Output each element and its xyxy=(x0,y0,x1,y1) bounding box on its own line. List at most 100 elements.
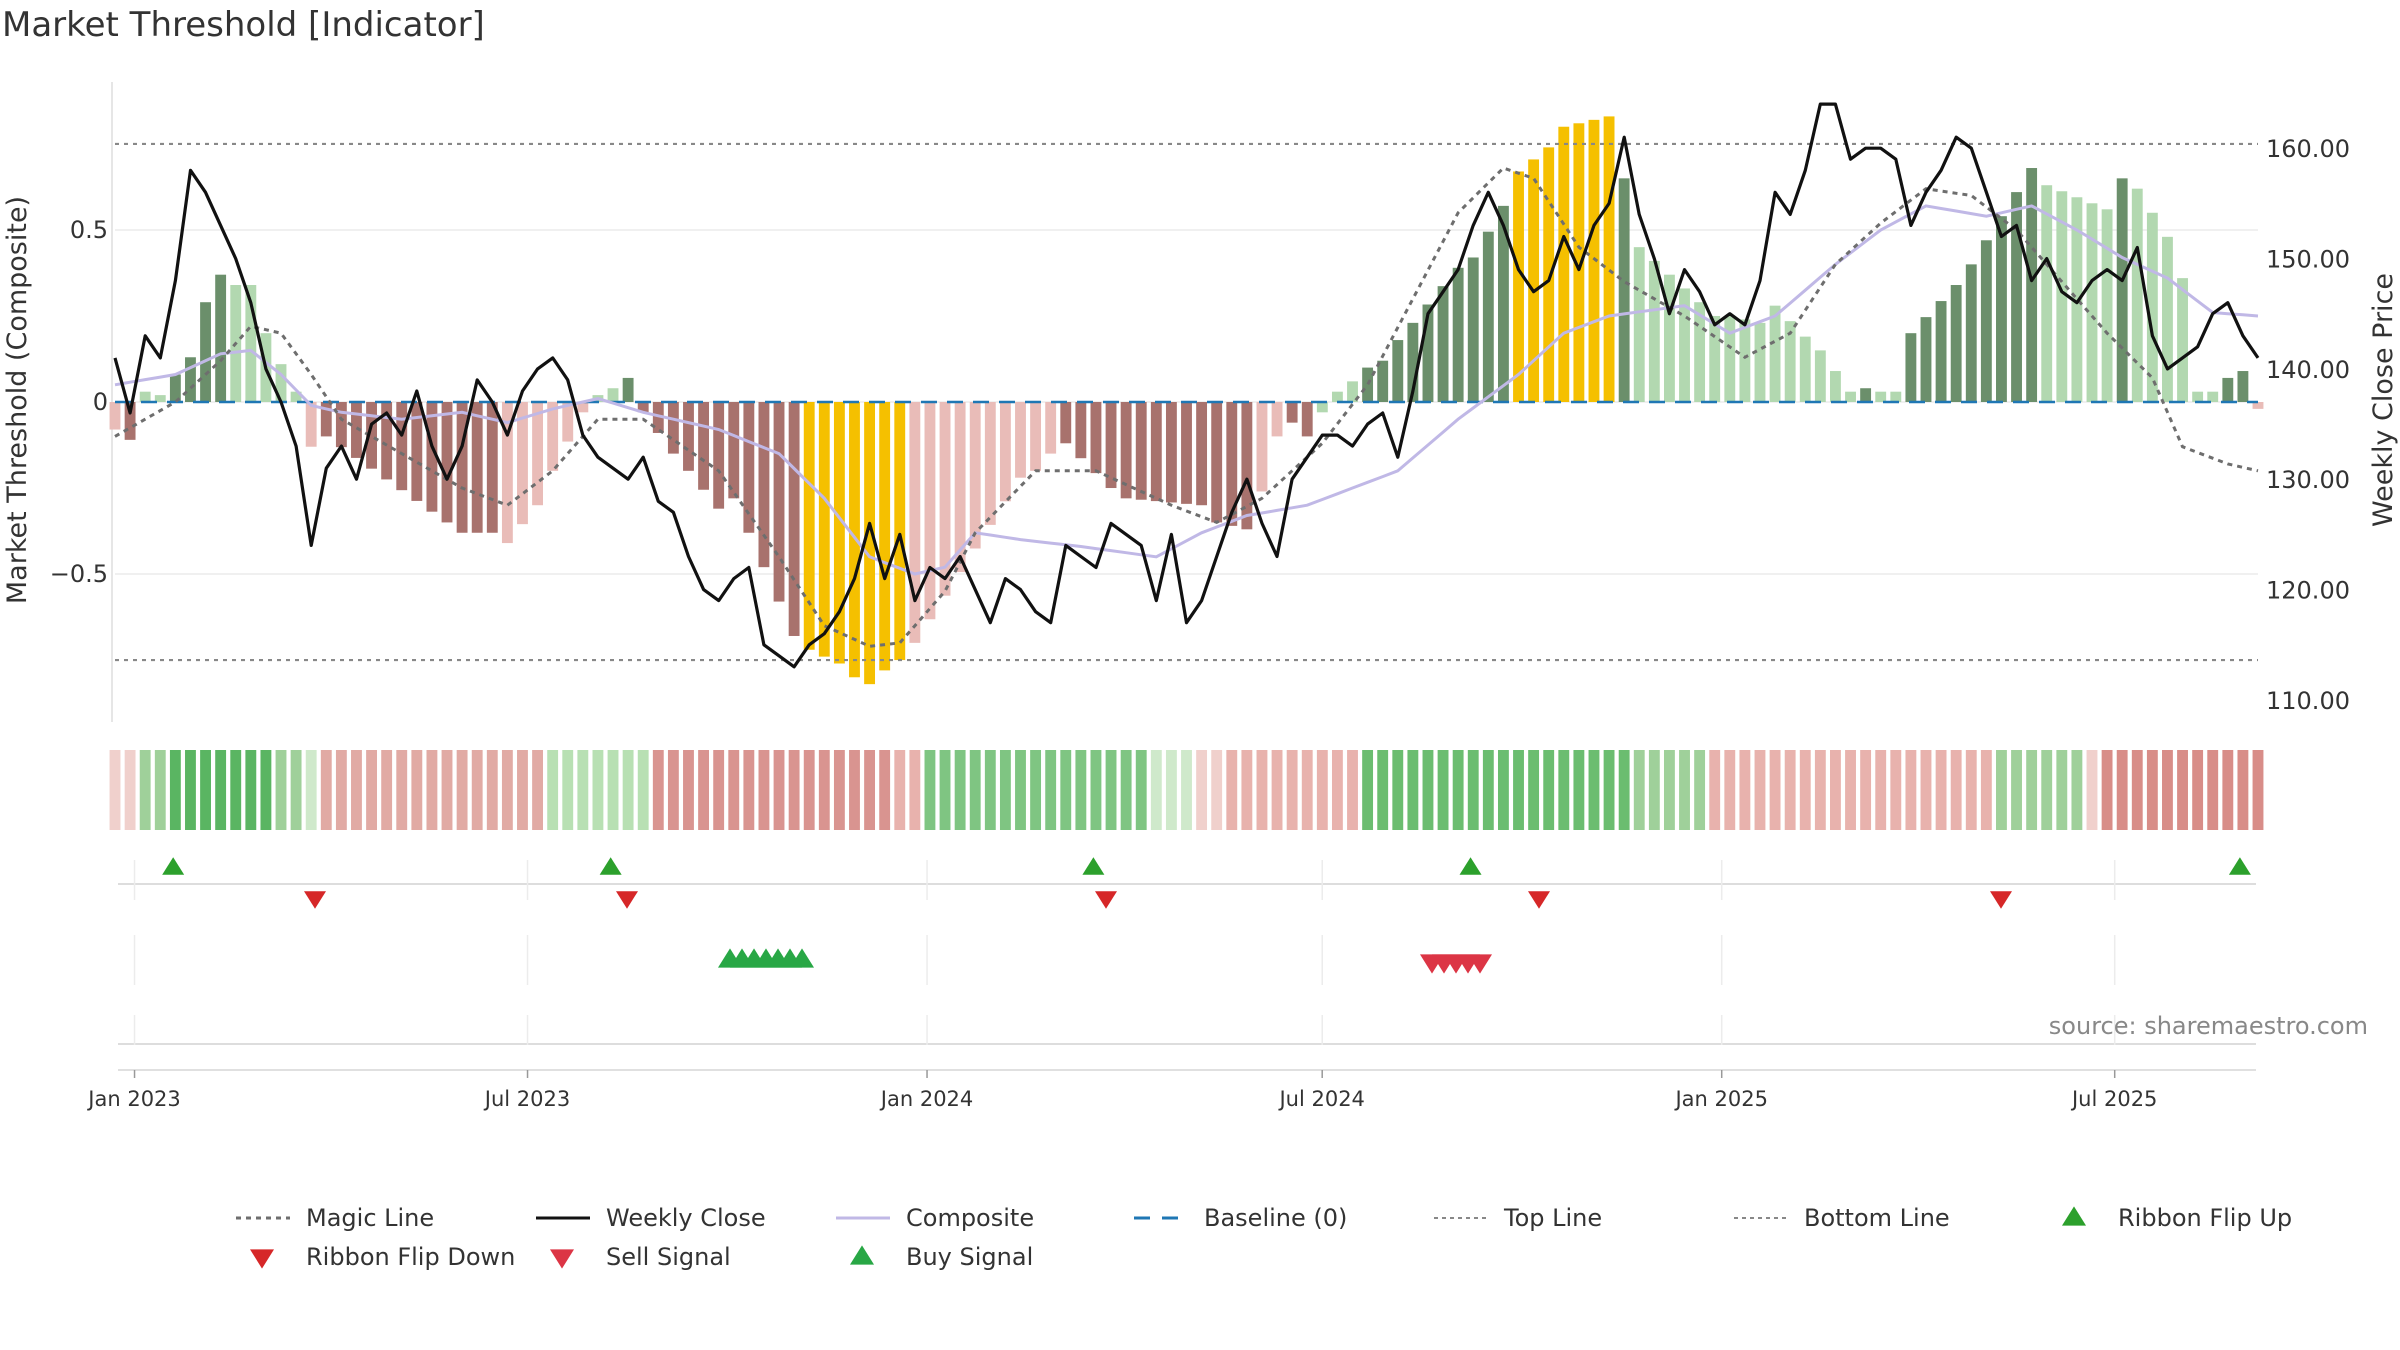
composite-bar xyxy=(1105,402,1117,489)
composite-bar xyxy=(290,391,302,402)
composite-bar xyxy=(1679,288,1690,402)
composite-bar xyxy=(1497,205,1509,402)
composite-bar xyxy=(833,402,845,664)
legend-item: Bottom Line xyxy=(1734,1204,1950,1232)
composite-bar xyxy=(607,388,619,402)
ribbon-cell xyxy=(486,750,498,830)
bar-series xyxy=(109,116,2264,685)
ribbon-cell xyxy=(1467,750,1479,830)
composite-bar xyxy=(501,402,513,544)
ribbon-cell xyxy=(1754,750,1766,830)
composite-bar xyxy=(1271,402,1283,437)
composite-bar xyxy=(351,402,362,458)
composite-bar xyxy=(1407,322,1419,402)
ribbon-cell xyxy=(366,750,377,830)
ribbon-cell xyxy=(1347,750,1358,830)
composite-bar xyxy=(728,402,740,499)
ribbon-cell xyxy=(1060,750,1072,830)
ribbon-cell xyxy=(230,750,242,830)
ribbon-cell xyxy=(1422,750,1434,830)
composite-bar xyxy=(1165,402,1177,503)
ribbon-cell xyxy=(2252,750,2264,830)
y-tick-right-label: 140.00 xyxy=(2266,356,2350,384)
legend-swatch xyxy=(250,1249,274,1269)
composite-bar xyxy=(1150,402,1162,502)
chart-title: Market Threshold [Indicator] xyxy=(2,5,485,45)
composite-bar xyxy=(1724,315,1736,402)
ribbon-cell xyxy=(969,750,981,830)
composite-bar xyxy=(2222,377,2234,402)
ribbon-cell xyxy=(1679,750,1690,830)
ribbon-cell xyxy=(1256,750,1268,830)
x-tick-label: Jul 2025 xyxy=(2070,1087,2157,1111)
legend-label: Buy Signal xyxy=(906,1243,1033,1271)
ribbon-cell xyxy=(1980,750,1992,830)
ribbon-cell xyxy=(562,750,574,830)
composite-bar xyxy=(305,402,317,447)
composite-bar xyxy=(1648,260,1660,402)
x-tick-label: Jul 2024 xyxy=(1277,1087,1364,1111)
ribbon-cell xyxy=(2011,750,2022,830)
ribbon-cell xyxy=(1543,750,1555,830)
legend-swatch xyxy=(850,1245,874,1265)
ribbon-cell xyxy=(728,750,740,830)
composite-bar xyxy=(2252,402,2264,409)
ribbon-cell xyxy=(1301,750,1313,830)
ribbon-cell xyxy=(2101,750,2113,830)
composite-bar xyxy=(1845,391,1856,402)
y-axis-right-title: Weekly Close Price xyxy=(2368,273,2399,527)
ribbon-flip-down-marker xyxy=(1528,891,1550,909)
ribbon-cell xyxy=(924,750,936,830)
composite-bar xyxy=(124,402,136,440)
composite-bar xyxy=(1331,391,1343,402)
ribbon-cell xyxy=(879,750,891,830)
ribbon-cell xyxy=(1875,750,1887,830)
composite-bar xyxy=(471,402,483,533)
ribbon-cell xyxy=(683,750,694,830)
composite-bar xyxy=(1588,119,1600,403)
legend-swatch xyxy=(2062,1206,2086,1226)
composite-bar xyxy=(1754,322,1766,402)
composite-bar xyxy=(169,374,181,402)
ribbon-cell xyxy=(547,750,559,830)
ribbon-cell xyxy=(1241,750,1253,830)
composite-bar xyxy=(1060,402,1072,444)
ribbon-cell xyxy=(260,750,272,830)
ribbon-cell xyxy=(1573,750,1585,830)
composite-bar xyxy=(1452,267,1464,402)
ribbon-cell xyxy=(1392,750,1404,830)
ribbon-cell xyxy=(215,750,227,830)
sell-signal-marker xyxy=(1468,954,1492,974)
composite-bar xyxy=(954,402,966,573)
ribbon-cell xyxy=(411,750,423,830)
legend-item: Baseline (0) xyxy=(1134,1204,1347,1232)
y-axis-left-title: Market Threshold (Composite) xyxy=(2,196,33,604)
composite-bar xyxy=(1362,367,1374,402)
y-tick-left-label: −0.5 xyxy=(50,560,108,588)
legend-label: Ribbon Flip Down xyxy=(306,1243,515,1271)
composite-bar xyxy=(1256,402,1268,492)
composite-bar xyxy=(1935,301,1947,402)
composite-bar xyxy=(1875,391,1887,402)
composite-bar xyxy=(1316,402,1328,413)
ribbon-cell xyxy=(1015,750,1026,830)
x-tick-label: Jan 2024 xyxy=(879,1087,974,1111)
ribbon-cell xyxy=(2222,750,2234,830)
ribbon-cell xyxy=(1528,750,1540,830)
buy-signal-marker xyxy=(790,948,814,968)
ribbon-cell xyxy=(2056,750,2068,830)
ribbon-cell xyxy=(1890,750,1902,830)
composite-bar xyxy=(1090,402,1102,474)
composite-bar xyxy=(1467,257,1479,402)
x-tick-label: Jan 2023 xyxy=(86,1087,181,1111)
ribbon-cell xyxy=(1181,750,1192,830)
ribbon-cell xyxy=(1497,750,1509,830)
ribbon-cell xyxy=(1769,750,1781,830)
composite-bar xyxy=(1784,321,1796,402)
ribbon-cell xyxy=(1120,750,1132,830)
composite-bar xyxy=(1965,264,1977,402)
ribbon-cell xyxy=(1362,750,1374,830)
ribbon-cell xyxy=(1663,750,1675,830)
ribbon-flip-down-marker xyxy=(304,891,326,909)
ribbon-cell xyxy=(577,750,589,830)
